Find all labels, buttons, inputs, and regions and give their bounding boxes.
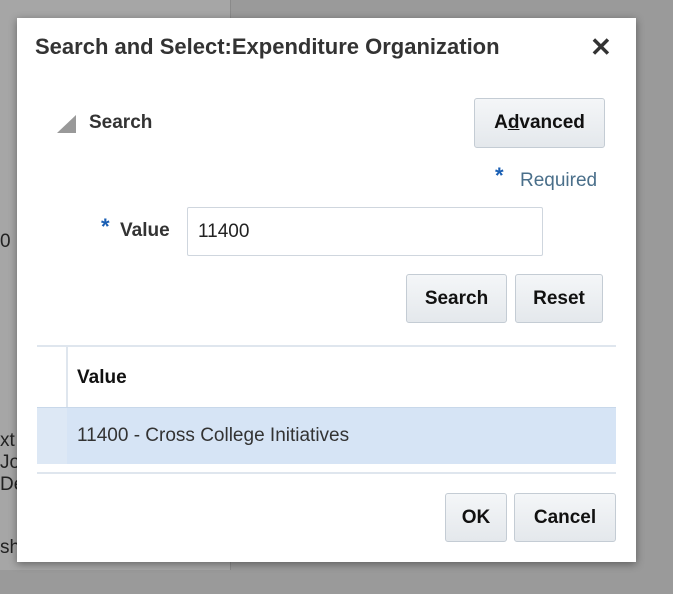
divider	[37, 345, 616, 347]
reset-button[interactable]: Reset	[515, 274, 603, 323]
divider	[37, 472, 616, 474]
value-label: Value	[120, 220, 170, 241]
dialog-title: Search and Select:Expenditure Organizati…	[35, 34, 500, 59]
background-text: Jo	[0, 452, 21, 473]
ok-button[interactable]: OK	[445, 493, 507, 542]
cancel-button[interactable]: Cancel	[514, 493, 616, 542]
row-header-cell	[37, 408, 67, 464]
search-section-header[interactable]: Search	[89, 112, 153, 133]
advanced-label: vanced	[519, 112, 585, 133]
background-text: 0	[0, 231, 11, 252]
background-text: xt	[0, 430, 15, 451]
row-value: 11400 - Cross College Initiatives	[77, 425, 350, 446]
required-asterisk: *	[101, 214, 110, 239]
disclosure-triangle-icon[interactable]	[57, 115, 76, 133]
advanced-accesskey: d	[507, 112, 520, 133]
close-icon[interactable]: ✕	[590, 32, 612, 62]
advanced-label: A	[494, 112, 508, 133]
column-header-value[interactable]: Value	[77, 367, 127, 388]
table-row[interactable]: 11400 - Cross College Initiatives	[37, 407, 616, 464]
required-asterisk: *	[495, 163, 504, 188]
search-button[interactable]: Search	[406, 274, 507, 323]
column-separator	[66, 346, 68, 463]
required-label: Required	[520, 170, 598, 191]
search-select-dialog: Search and Select:Expenditure Organizati…	[17, 18, 636, 562]
value-input[interactable]	[187, 207, 543, 256]
background-text: sh	[0, 537, 21, 558]
